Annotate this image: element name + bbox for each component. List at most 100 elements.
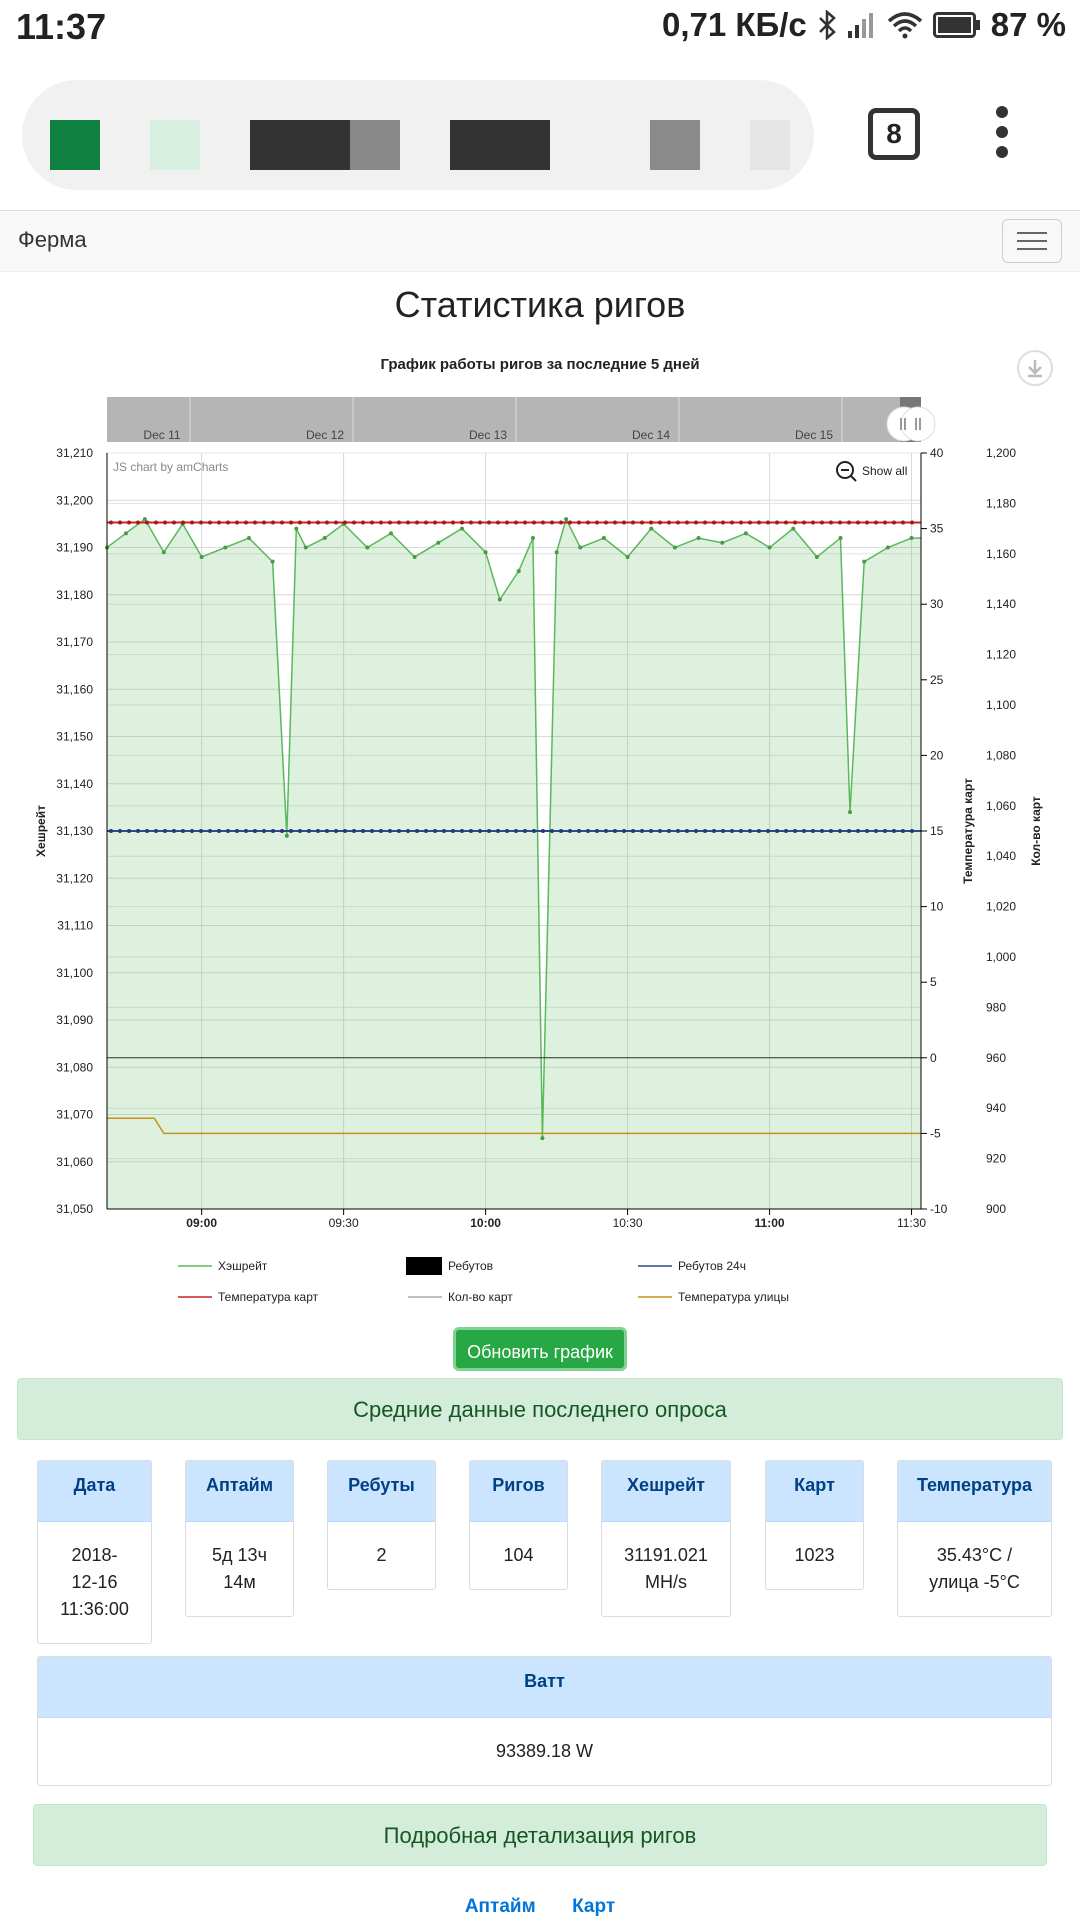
reboots-24h-point [811, 829, 815, 833]
hashrate-point [601, 536, 606, 541]
card-temp-point [685, 520, 689, 525]
card-temp-point [658, 520, 662, 525]
hamburger-menu-icon[interactable] [1002, 219, 1062, 263]
hashrate-point [540, 1136, 545, 1141]
card-temp-point [118, 520, 122, 525]
card-temp-point [253, 520, 257, 525]
reboots-24h-point [703, 829, 707, 833]
y3-tick-label: 1,080 [986, 748, 1016, 762]
card-temp-point [136, 520, 140, 525]
card-temp-point [910, 520, 914, 525]
y-tick-label: 31,160 [56, 682, 93, 696]
hashrate-point [199, 554, 204, 559]
legend-swatch [406, 1257, 442, 1275]
card-temp-point [838, 520, 842, 525]
card-temp-point [541, 520, 545, 525]
reboots-24h-point [325, 829, 329, 833]
rigs-chart: Dec 11 Dec 12 Dec 13 Dec 14 Dec 15 JS chart … [34, 350, 1053, 1304]
hashrate-point [412, 554, 417, 559]
card-temp-point [811, 520, 815, 525]
tab-switcher-button[interactable]: 8 [868, 108, 920, 160]
reboots-24h-point [253, 829, 257, 833]
hashrate-point [284, 833, 289, 838]
stat-label: Ригов [470, 1461, 567, 1522]
y-tick-label: 31,070 [56, 1108, 93, 1122]
page-title: Статистика ригов [394, 284, 686, 325]
card-temp-point [280, 520, 284, 525]
reboots-24h-point [262, 829, 266, 833]
reboots-24h-point [775, 829, 779, 833]
hashrate-point [625, 554, 630, 559]
stat-label: Карт [766, 1461, 863, 1522]
reboots-24h-point [109, 829, 113, 833]
reboots-24h-point [685, 829, 689, 833]
y-axis-label: Хешрейт [34, 805, 48, 857]
legend-label: Кол-во карт [448, 1290, 513, 1304]
reboots-24h-point [190, 829, 194, 833]
reboots-24h-point [874, 829, 878, 833]
card-temp-point [784, 520, 788, 525]
chart-container: График работы ригов за последние 5 дней … [0, 350, 1080, 1310]
reboots-24h-point [910, 829, 914, 833]
reboots-24h-point [676, 829, 680, 833]
card-temp-point [190, 520, 194, 525]
reboots-24h-point [226, 829, 230, 833]
reboots-24h-point [460, 829, 464, 833]
uptime-link[interactable]: Аптайм [464, 1896, 536, 1917]
hashrate-point [530, 536, 535, 541]
reboots-24h-point [208, 829, 212, 833]
card-temp-point [757, 520, 761, 525]
reboots-24h-point [280, 829, 284, 833]
card-temp-point [730, 520, 734, 525]
reboots-24h-point [271, 829, 275, 833]
y-tick-label: 31,090 [56, 1013, 93, 1027]
chart-credit: JS chart by amCharts [113, 460, 228, 474]
reboots-24h-point [316, 829, 320, 833]
cards-link[interactable]: Карт [572, 1896, 616, 1917]
navbar-brand[interactable]: Ферма [18, 227, 87, 252]
show-all-button[interactable]: Show all [836, 461, 907, 482]
y3-tick-label: 1,020 [986, 900, 1016, 914]
hashrate-point [649, 526, 654, 531]
scroll-handle-icon[interactable] [886, 406, 936, 442]
card-temp-point [208, 520, 212, 525]
x-tick-label: 11:00 [755, 1216, 785, 1230]
reboots-24h-point [559, 829, 563, 833]
chart-scrollbar[interactable] [107, 397, 921, 442]
reboots-24h-point [406, 829, 410, 833]
stat-value: 5д 13ч 14м [212, 1545, 267, 1592]
stat-value: 35.43°C / улица -5°C [929, 1545, 1020, 1592]
download-icon[interactable] [1017, 350, 1053, 386]
card-temp-point [739, 520, 743, 525]
update-chart-button[interactable]: Обновить график [453, 1327, 627, 1371]
reboots-24h-point [172, 829, 176, 833]
reboots-24h-point [379, 829, 383, 833]
card-temp-point [586, 520, 590, 525]
scrollbar-label: Dec 13 [469, 428, 507, 442]
hashrate-point [388, 531, 393, 536]
reboots-24h-point [766, 829, 770, 833]
address-bar[interactable] [22, 80, 814, 190]
card-temp-point [478, 520, 482, 525]
card-temp-point [568, 520, 572, 525]
reboots-24h-point [415, 829, 419, 833]
reboots-24h-point [217, 829, 221, 833]
stat-card-rigs: Ригов 104 [469, 1460, 568, 1590]
hashrate-point [838, 536, 843, 541]
hashrate-point [322, 536, 327, 541]
card-temp-point [694, 520, 698, 525]
hashrate-point [578, 545, 583, 550]
card-temp-point [703, 520, 707, 525]
stat-value: 2018- 12-16 11:36:00 [60, 1545, 129, 1619]
y-tick-label: 31,170 [56, 635, 93, 649]
reboots-24h-point [496, 829, 500, 833]
show-all-label[interactable]: Show all [862, 464, 907, 478]
y2-tick-label: 15 [930, 824, 944, 838]
legend-label: Ребутов [448, 1259, 493, 1273]
reboots-24h-point [793, 829, 797, 833]
hashrate-point [791, 526, 796, 531]
reboots-24h-point [739, 829, 743, 833]
card-temp-point [334, 520, 338, 525]
reboots-24h-point [298, 829, 302, 833]
overflow-menu-icon[interactable] [996, 106, 1008, 166]
